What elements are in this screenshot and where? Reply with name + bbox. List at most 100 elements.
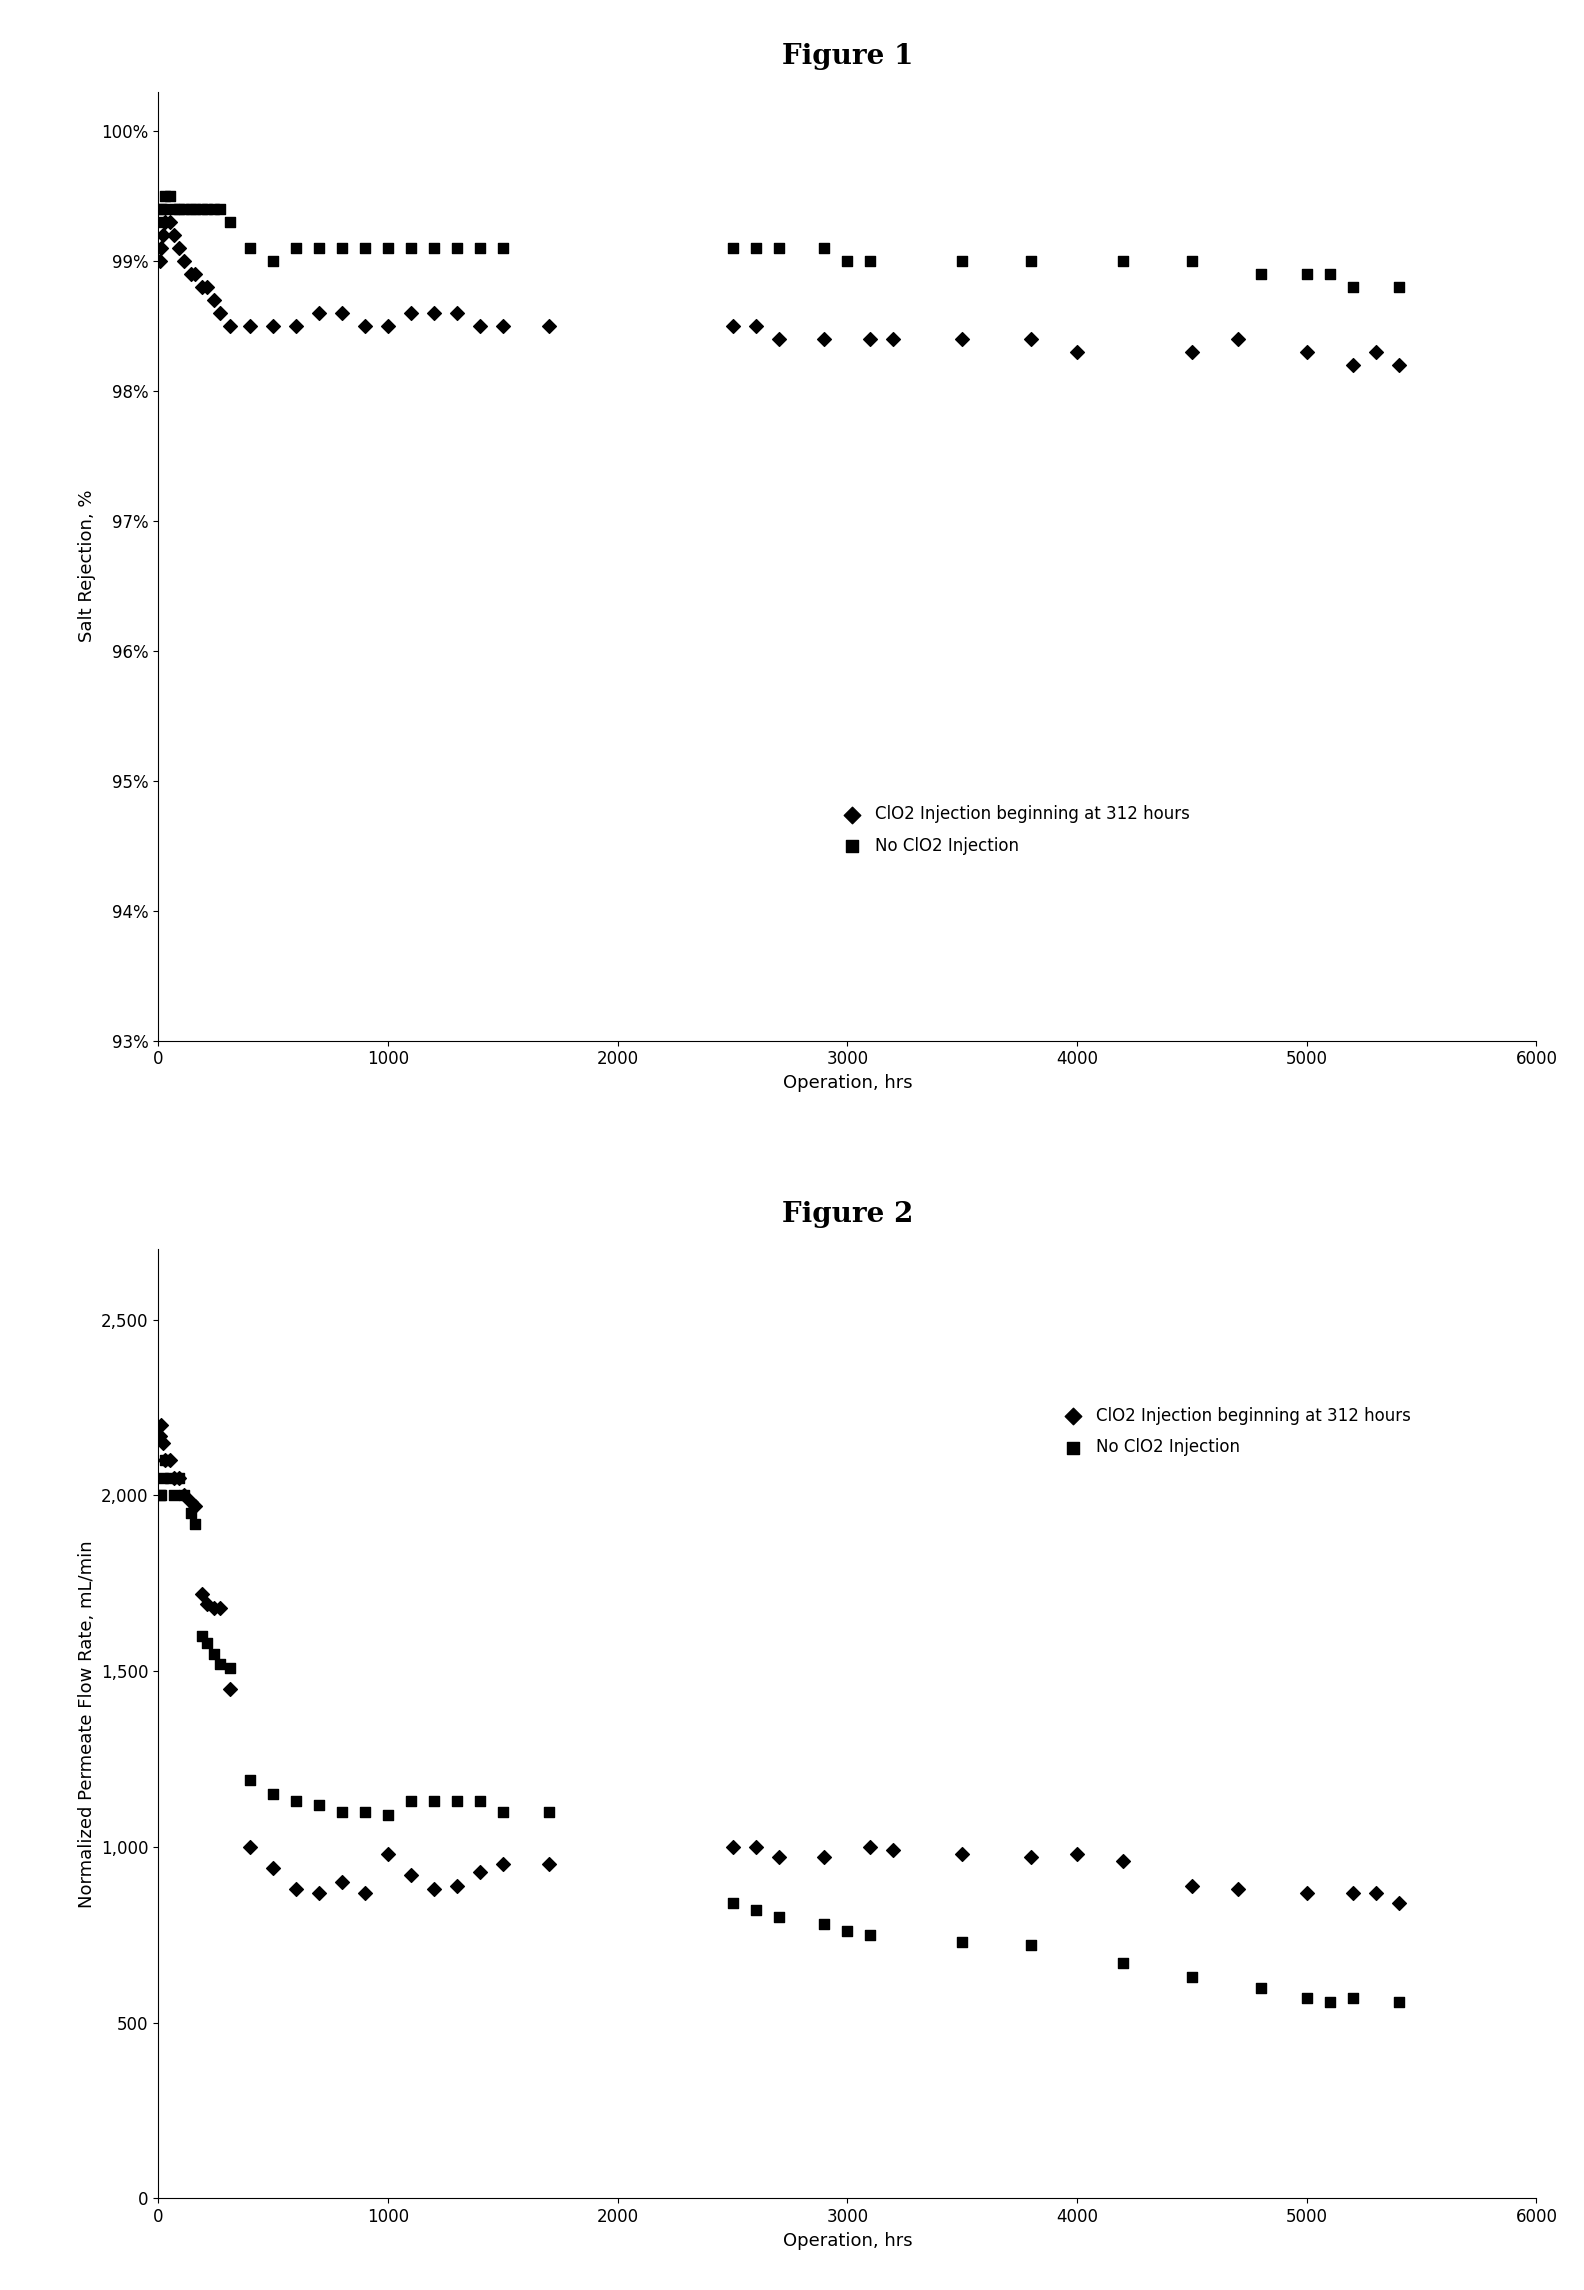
ClO2 Injection beginning at 312 hours: [208, 1589, 233, 1626]
ClO2 Injection beginning at 312 hours: [467, 307, 493, 344]
No ClO2 Injection: [238, 229, 263, 266]
ClO2 Injection beginning at 312 hours: [535, 307, 562, 344]
No ClO2 Injection: [743, 229, 768, 266]
No ClO2 Injection: [767, 1898, 792, 1935]
No ClO2 Injection: [399, 229, 425, 266]
No ClO2 Injection: [1019, 243, 1044, 279]
ClO2 Injection beginning at 312 hours: [238, 307, 263, 344]
ClO2 Injection beginning at 312 hours: [881, 1832, 906, 1869]
No ClO2 Injection: [444, 229, 469, 266]
ClO2 Injection beginning at 312 hours: [171, 1477, 196, 1514]
ClO2 Injection beginning at 312 hours: [949, 321, 974, 357]
No ClO2 Injection: [1110, 1944, 1136, 1981]
No ClO2 Injection: [307, 1786, 333, 1823]
No ClO2 Injection: [193, 190, 219, 227]
Y-axis label: Salt Rejection, %: Salt Rejection, %: [78, 490, 97, 643]
ClO2 Injection beginning at 312 hours: [217, 1669, 242, 1706]
ClO2 Injection beginning at 312 hours: [152, 1443, 177, 1479]
No ClO2 Injection: [1318, 1983, 1343, 2020]
No ClO2 Injection: [1340, 268, 1365, 305]
No ClO2 Injection: [1294, 1981, 1319, 2017]
ClO2 Injection beginning at 312 hours: [307, 1873, 333, 1910]
ClO2 Injection beginning at 312 hours: [152, 204, 177, 240]
ClO2 Injection beginning at 312 hours: [1386, 1885, 1411, 1921]
ClO2 Injection beginning at 312 hours: [171, 243, 196, 279]
No ClO2 Injection: [767, 229, 792, 266]
No ClO2 Injection: [811, 1905, 836, 1942]
ClO2 Injection beginning at 312 hours: [352, 1873, 379, 1910]
No ClO2 Injection: [835, 1912, 860, 1949]
ClO2 Injection beginning at 312 hours: [260, 307, 287, 344]
No ClO2 Injection: [1386, 1983, 1411, 2020]
Title: Figure 2: Figure 2: [782, 1200, 912, 1227]
No ClO2 Injection: [467, 229, 493, 266]
No ClO2 Injection: [284, 229, 309, 266]
ClO2 Injection beginning at 312 hours: [881, 321, 906, 357]
ClO2 Injection beginning at 312 hours: [1064, 334, 1090, 371]
ClO2 Injection beginning at 312 hours: [162, 1459, 187, 1495]
ClO2 Injection beginning at 312 hours: [444, 295, 469, 332]
No ClO2 Injection: [491, 1793, 516, 1830]
ClO2 Injection beginning at 312 hours: [1178, 1866, 1205, 1903]
No ClO2 Injection: [352, 229, 379, 266]
No ClO2 Injection: [190, 190, 215, 227]
ClO2 Injection beginning at 312 hours: [1294, 1873, 1319, 1910]
ClO2 Injection beginning at 312 hours: [162, 215, 187, 252]
No ClO2 Injection: [177, 1495, 203, 1532]
ClO2 Injection beginning at 312 hours: [193, 1587, 219, 1624]
ClO2 Injection beginning at 312 hours: [1362, 1873, 1388, 1910]
No ClO2 Injection: [238, 1761, 263, 1798]
No ClO2 Injection: [147, 1477, 173, 1514]
No ClO2 Injection: [157, 176, 182, 213]
ClO2 Injection beginning at 312 hours: [491, 307, 516, 344]
No ClO2 Injection: [217, 1649, 242, 1685]
ClO2 Injection beginning at 312 hours: [193, 268, 219, 305]
No ClO2 Injection: [329, 229, 355, 266]
ClO2 Injection beginning at 312 hours: [949, 1837, 974, 1873]
No ClO2 Injection: [1178, 1958, 1205, 1995]
ClO2 Injection beginning at 312 hours: [399, 1857, 425, 1894]
ClO2 Injection beginning at 312 hours: [147, 1418, 173, 1454]
ClO2 Injection beginning at 312 hours: [743, 307, 768, 344]
No ClO2 Injection: [260, 243, 287, 279]
No ClO2 Injection: [949, 243, 974, 279]
No ClO2 Injection: [150, 190, 176, 227]
No ClO2 Injection: [1019, 1926, 1044, 1963]
No ClO2 Injection: [375, 229, 401, 266]
ClO2 Injection beginning at 312 hours: [147, 229, 173, 266]
No ClO2 Injection: [421, 1784, 447, 1821]
No ClO2 Injection: [157, 1459, 182, 1495]
ClO2 Injection beginning at 312 hours: [1294, 334, 1319, 371]
No ClO2 Injection: [260, 1775, 287, 1811]
ClO2 Injection beginning at 312 hours: [307, 295, 333, 332]
No ClO2 Injection: [1386, 268, 1411, 305]
ClO2 Injection beginning at 312 hours: [1226, 321, 1251, 357]
No ClO2 Injection: [201, 1635, 227, 1672]
No ClO2 Injection: [166, 190, 192, 227]
ClO2 Injection beginning at 312 hours: [147, 243, 173, 279]
ClO2 Injection beginning at 312 hours: [399, 295, 425, 332]
ClO2 Injection beginning at 312 hours: [811, 1839, 836, 1876]
ClO2 Injection beginning at 312 hours: [1362, 334, 1388, 371]
No ClO2 Injection: [147, 1477, 173, 1514]
No ClO2 Injection: [162, 190, 187, 227]
ClO2 Injection beginning at 312 hours: [329, 1864, 355, 1901]
ClO2 Injection beginning at 312 hours: [177, 1484, 203, 1521]
ClO2 Injection beginning at 312 hours: [190, 268, 215, 305]
No ClO2 Injection: [171, 1477, 196, 1514]
ClO2 Injection beginning at 312 hours: [375, 1837, 401, 1873]
No ClO2 Injection: [307, 229, 333, 266]
No ClO2 Injection: [171, 190, 196, 227]
No ClO2 Injection: [147, 190, 173, 227]
ClO2 Injection beginning at 312 hours: [491, 1846, 516, 1882]
ClO2 Injection beginning at 312 hours: [166, 229, 192, 266]
ClO2 Injection beginning at 312 hours: [1340, 346, 1365, 382]
No ClO2 Injection: [743, 1892, 768, 1928]
No ClO2 Injection: [152, 1443, 177, 1479]
No ClO2 Injection: [147, 204, 173, 240]
ClO2 Injection beginning at 312 hours: [329, 295, 355, 332]
ClO2 Injection beginning at 312 hours: [859, 321, 884, 357]
ClO2 Injection beginning at 312 hours: [190, 1576, 215, 1612]
ClO2 Injection beginning at 312 hours: [421, 1871, 447, 1908]
No ClO2 Injection: [835, 243, 860, 279]
